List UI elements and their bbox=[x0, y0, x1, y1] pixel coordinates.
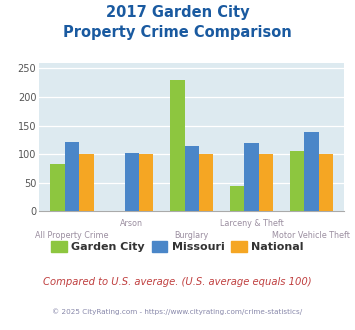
Bar bbox=[50, 164, 65, 211]
Bar bbox=[185, 146, 199, 211]
Bar bbox=[259, 153, 273, 211]
Bar bbox=[244, 143, 259, 211]
Bar bbox=[304, 132, 318, 211]
Text: © 2025 CityRating.com - https://www.cityrating.com/crime-statistics/: © 2025 CityRating.com - https://www.city… bbox=[53, 309, 302, 315]
Bar bbox=[318, 153, 333, 211]
Text: Larceny & Theft: Larceny & Theft bbox=[220, 219, 283, 228]
Bar bbox=[139, 153, 153, 211]
Text: Arson: Arson bbox=[120, 219, 143, 228]
Bar bbox=[230, 186, 244, 211]
Bar bbox=[170, 81, 185, 211]
Text: Burglary: Burglary bbox=[175, 230, 209, 240]
Text: Compared to U.S. average. (U.S. average equals 100): Compared to U.S. average. (U.S. average … bbox=[43, 277, 312, 287]
Legend: Garden City, Missouri, National: Garden City, Missouri, National bbox=[47, 237, 308, 256]
Text: All Property Crime: All Property Crime bbox=[35, 230, 109, 240]
Bar bbox=[79, 153, 93, 211]
Bar bbox=[290, 151, 304, 211]
Bar bbox=[125, 153, 139, 211]
Bar bbox=[199, 153, 213, 211]
Text: Motor Vehicle Theft: Motor Vehicle Theft bbox=[273, 230, 350, 240]
Bar bbox=[65, 142, 79, 211]
Text: 2017 Garden City: 2017 Garden City bbox=[106, 5, 249, 20]
Text: Property Crime Comparison: Property Crime Comparison bbox=[63, 25, 292, 40]
